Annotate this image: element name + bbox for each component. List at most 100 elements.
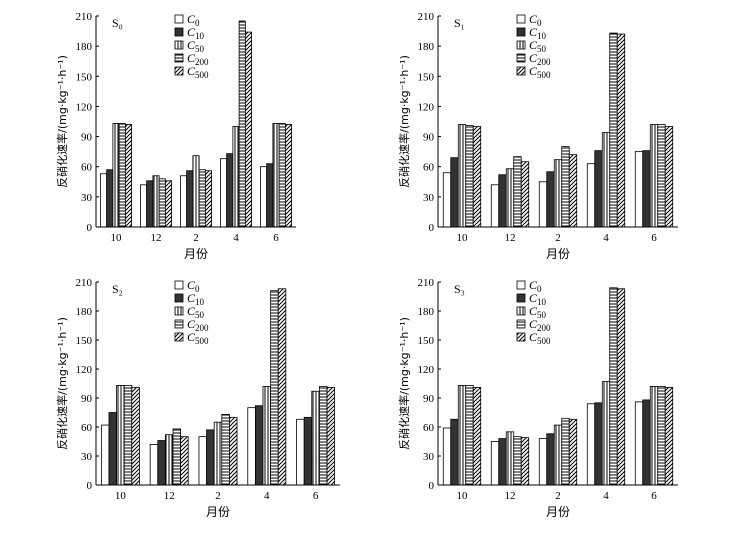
bar-C0-2 — [538, 438, 548, 486]
bar-C0-10 — [100, 424, 110, 486]
y-tick-label: 60 — [81, 162, 93, 174]
x-axis-label: 月份 — [206, 505, 230, 519]
bar-C500-10 — [131, 386, 140, 486]
bar-C10-4 — [594, 402, 603, 486]
bar-C10-6 — [303, 416, 313, 486]
bar-C50-2 — [192, 155, 200, 228]
bar-C50-6 — [272, 123, 280, 228]
bar-C500-2 — [229, 416, 238, 486]
bar-C200-12 — [513, 436, 522, 486]
legend-swatch-4 — [516, 332, 526, 342]
y-axis-label: 反硝化速率/(mg·kg⁻¹·h⁻¹) — [55, 55, 69, 188]
legend-label-2: C50 — [187, 304, 205, 320]
bar-C500-4 — [277, 288, 287, 486]
bar-C500-12 — [520, 437, 530, 486]
legend-label-2: C50 — [529, 304, 547, 320]
y-tick-label: 30 — [81, 192, 93, 204]
y-tick-label: 90 — [423, 393, 435, 405]
bar-C500-2 — [568, 418, 578, 486]
panel-title: S₃ — [454, 282, 465, 296]
bar-C200-6 — [657, 385, 666, 486]
bar-C200-10 — [123, 385, 133, 486]
legend-swatch-2 — [516, 40, 526, 50]
bar-C500-10 — [472, 386, 482, 486]
legend-label-3: C200 — [187, 317, 209, 333]
bar-C500-10 — [124, 124, 133, 228]
legend-swatch-3 — [516, 53, 526, 63]
bar-C0-12 — [490, 441, 500, 486]
bar-C10-4 — [254, 405, 264, 486]
legend-label-4: C500 — [529, 330, 551, 346]
bar-C200-10 — [465, 385, 474, 486]
bar-C10-6 — [642, 150, 651, 228]
legend-label-4: C500 — [529, 64, 551, 80]
x-axis-label: 月份 — [546, 505, 570, 519]
x-tick-label: 6 — [313, 490, 319, 502]
bar-C0-4 — [219, 158, 228, 228]
bar-C200-12 — [158, 178, 166, 228]
y-tick-label: 60 — [81, 422, 93, 434]
panel-title: S₀ — [112, 16, 123, 30]
bar-C0-12 — [139, 184, 148, 228]
bar-C500-12 — [520, 161, 530, 228]
legend-swatch-2 — [174, 306, 184, 316]
y-tick-label: 210 — [418, 277, 435, 289]
bar-C500-6 — [664, 126, 674, 228]
y-tick-label: 90 — [81, 132, 93, 144]
y-tick-label: 180 — [418, 306, 435, 318]
legend-swatch-1 — [174, 293, 184, 303]
bar-C200-6 — [657, 124, 666, 228]
bar-C0-10 — [100, 173, 108, 228]
y-tick-label: 120 — [76, 101, 93, 113]
legend-label-2: C50 — [187, 38, 205, 54]
x-tick-label: 10 — [457, 490, 469, 502]
y-axis-label: 反硝化速率/(mg·kg⁻¹·h⁻¹) — [397, 55, 411, 188]
legend-label-1: C10 — [529, 25, 547, 41]
legend-label-1: C10 — [529, 291, 547, 307]
x-axis-label: 月份 — [546, 247, 570, 261]
x-tick-label: 6 — [273, 232, 279, 244]
bar-C50-4 — [601, 132, 611, 228]
bar-C0-6 — [259, 166, 268, 228]
bar-C0-2 — [198, 436, 207, 486]
legend-label-0: C0 — [529, 12, 542, 28]
y-tick-label: 180 — [76, 306, 93, 318]
y-tick-label: 150 — [418, 71, 435, 83]
legend-swatch-1 — [516, 293, 526, 303]
bar-C10-10 — [108, 412, 117, 486]
y-tick-label: 210 — [76, 277, 93, 289]
bar-C500-6 — [664, 386, 674, 486]
bar-C500-4 — [244, 31, 253, 228]
bar-C200-10 — [465, 125, 474, 228]
bar-C0-6 — [634, 401, 644, 486]
bar-C200-4 — [270, 290, 279, 486]
legend-label-0: C0 — [529, 278, 542, 294]
y-tick-label: 150 — [76, 71, 93, 83]
y-tick-label: 60 — [423, 162, 435, 174]
bar-C500-2 — [568, 154, 578, 228]
legend-swatch-2 — [516, 306, 526, 316]
bar-C200-4 — [609, 32, 618, 228]
bar-C50-10 — [457, 124, 467, 228]
legend-swatch-2 — [174, 40, 184, 50]
bar-C50-12 — [505, 431, 515, 486]
bar-C200-6 — [278, 123, 286, 228]
y-tick-label: 0 — [87, 222, 93, 234]
legend-label-4: C500 — [187, 330, 209, 346]
bar-C10-10 — [450, 157, 459, 228]
legend-swatch-3 — [174, 53, 184, 63]
y-tick-label: 30 — [423, 192, 435, 204]
bar-C50-6 — [311, 390, 320, 486]
bar-C10-12 — [157, 440, 166, 486]
bar-C0-6 — [634, 151, 644, 228]
bar-C10-6 — [266, 163, 274, 228]
x-tick-label: 6 — [651, 232, 657, 244]
legend-swatch-3 — [516, 319, 526, 329]
legend-swatch-4 — [174, 332, 184, 342]
panel-title: S₁ — [454, 16, 465, 30]
bar-C0-12 — [149, 443, 159, 486]
bar-C500-4 — [616, 33, 626, 228]
y-axis-label: 反硝化速率/(mg·kg⁻¹·h⁻¹) — [55, 317, 69, 450]
